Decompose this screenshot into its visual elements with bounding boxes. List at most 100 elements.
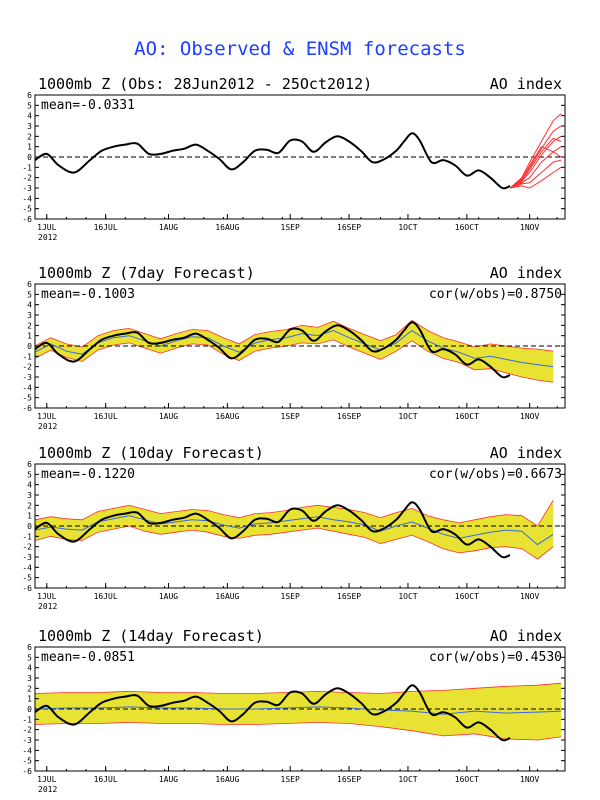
y-tick-label: -5 (22, 757, 32, 766)
y-tick-label: 6 (27, 280, 32, 289)
x-tick-label: 1OCT (398, 592, 417, 601)
x-tick-label: 1JUL (37, 592, 56, 601)
x-tick-label: 16AUG (215, 223, 239, 232)
y-tick-label: -1 (22, 715, 32, 724)
x-tick-label: 16SEP (337, 592, 361, 601)
panel-right-label: AO index (490, 444, 562, 462)
y-tick-label: -3 (22, 373, 32, 382)
y-tick-label: -2 (22, 726, 32, 735)
observed-line (35, 501, 511, 559)
mean-label: mean=-0.1003 (41, 287, 135, 302)
mean-label: mean=-0.0331 (41, 98, 135, 113)
y-tick-label: -1 (22, 163, 32, 172)
correlation-label: cor(w/obs)=0.8750 (429, 287, 562, 302)
forecast-member-line-4 (509, 146, 562, 189)
correlation-label: cor(w/obs)=0.6673 (429, 467, 562, 482)
observed-line (35, 132, 511, 190)
y-tick-label: 6 (27, 460, 32, 469)
y-tick-label: 1 (27, 512, 32, 521)
x-tick-label: 16SEP (337, 223, 361, 232)
correlation-label: cor(w/obs)=0.4530 (429, 650, 562, 665)
y-tick-label: -5 (22, 574, 32, 583)
y-tick-label: 5 (27, 653, 32, 662)
y-tick-label: 5 (27, 101, 32, 110)
y-tick-label: 4 (27, 664, 32, 673)
spread-lower-line (35, 339, 554, 383)
x-tick-label: 1NOV (520, 592, 539, 601)
y-tick-label: 3 (27, 311, 32, 320)
x-tick-label: 1OCT (398, 223, 417, 232)
x-tick-label: 16OCT (455, 592, 479, 601)
panel-right-label: AO index (490, 264, 562, 282)
chart-panel-2: 1000mb Z (7day Forecast) AO index6543210-… (22, 264, 566, 431)
spread-lower-line (35, 525, 554, 560)
x-tick-label: 16SEP (337, 775, 361, 784)
x-tick-label: 16JUL (94, 775, 118, 784)
y-tick-label: 1 (27, 332, 32, 341)
forecast-member-line-2 (509, 125, 562, 189)
y-tick-label: 3 (27, 674, 32, 683)
forecast-member-line-7 (509, 137, 562, 189)
y-tick-label: -4 (22, 383, 32, 392)
y-tick-label: -6 (22, 404, 32, 413)
x-tick-label: 1SEP (281, 412, 300, 421)
year-label: 2012 (38, 233, 57, 242)
panel-title: 1000mb Z (7day Forecast) (38, 264, 255, 282)
y-tick-label: 5 (27, 290, 32, 299)
x-tick-label: 16JUL (94, 412, 118, 421)
x-tick-label: 1SEP (281, 775, 300, 784)
y-tick-label: 2 (27, 132, 32, 141)
y-tick-label: -2 (22, 174, 32, 183)
spread-upper-line (35, 319, 554, 352)
panel-title: 1000mb Z (14day Forecast) (38, 627, 264, 645)
forecast-member-line-5 (509, 159, 562, 189)
spread-band (35, 683, 562, 740)
y-tick-label: -4 (22, 563, 32, 572)
y-tick-label: 4 (27, 301, 32, 310)
ensemble-mean-line (35, 706, 562, 715)
x-tick-label: 1NOV (520, 412, 539, 421)
x-tick-label: 1AUG (159, 412, 178, 421)
y-tick-label: -1 (22, 532, 32, 541)
x-tick-label: 1AUG (159, 223, 178, 232)
x-tick-label: 16OCT (455, 223, 479, 232)
chart-panel-4: 1000mb Z (14day Forecast) AO index 65 432 10… (22, 627, 566, 794)
x-tick-label: 16OCT (455, 412, 479, 421)
chart-panel-3: 1000mb Z (10day Forecast) AO index 65 432 10… (22, 444, 566, 611)
x-tick-label: 16JUL (94, 592, 118, 601)
x-tick-label: 1SEP (281, 592, 300, 601)
y-tick-label: -6 (22, 215, 32, 224)
x-tick-label: 16OCT (455, 775, 479, 784)
y-tick-label: 6 (27, 91, 32, 100)
x-tick-label: 16AUG (215, 412, 239, 421)
spread-lower-line (35, 721, 562, 741)
plot-area (35, 499, 565, 560)
panel-title: 1000mb Z (10day Forecast) (38, 444, 264, 462)
panel-right-label: AO index (490, 627, 562, 645)
y-tick-label: 0 (27, 153, 32, 162)
y-tick-label: -3 (22, 553, 32, 562)
x-tick-label: 1JUL (37, 775, 56, 784)
chart-panel-1: 1000mb Z (Obs: 28Jun2012 - 25Oct2012) AO … (22, 75, 566, 242)
y-tick-label: -2 (22, 543, 32, 552)
y-tick-label: 0 (27, 705, 32, 714)
year-label: 2012 (38, 785, 57, 794)
x-tick-label: 16SEP (337, 412, 361, 421)
forecast-member-line-1 (509, 113, 562, 189)
y-tick-label: -1 (22, 352, 32, 361)
y-tick-label: -2 (22, 363, 32, 372)
y-tick-label: 4 (27, 481, 32, 490)
y-tick-label: 2 (27, 684, 32, 693)
y-tick-label: 0 (27, 522, 32, 531)
x-tick-label: 1OCT (398, 775, 417, 784)
y-tick-label: -5 (22, 394, 32, 403)
y-tick-label: 2 (27, 501, 32, 510)
forecast-member-line-3 (509, 135, 562, 189)
y-tick-label: -3 (22, 736, 32, 745)
spread-upper-line (35, 682, 562, 694)
y-tick-label: 2 (27, 321, 32, 330)
x-tick-label: 16AUG (215, 775, 239, 784)
y-tick-label: 0 (27, 342, 32, 351)
